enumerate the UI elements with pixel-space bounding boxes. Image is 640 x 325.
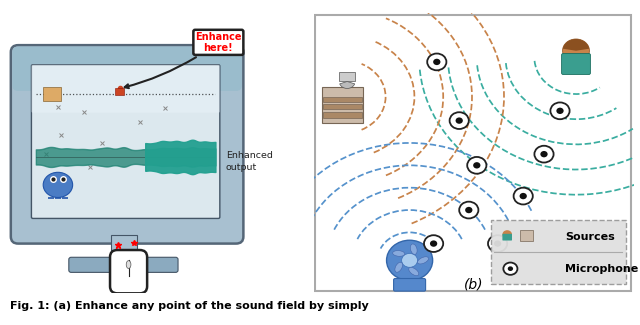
- Circle shape: [449, 112, 469, 129]
- Circle shape: [402, 254, 418, 267]
- Text: Sources: Sources: [565, 232, 615, 242]
- FancyBboxPatch shape: [502, 234, 512, 240]
- Circle shape: [534, 146, 554, 162]
- Bar: [520, 230, 532, 241]
- Circle shape: [465, 207, 472, 213]
- Ellipse shape: [417, 257, 429, 264]
- Circle shape: [520, 193, 527, 199]
- Ellipse shape: [395, 262, 403, 272]
- Text: Fig. 1: (a) Enhance any point of the sound field by simply: Fig. 1: (a) Enhance any point of the sou…: [10, 301, 369, 311]
- Bar: [339, 72, 355, 81]
- FancyBboxPatch shape: [492, 220, 626, 284]
- Circle shape: [488, 235, 508, 252]
- Bar: [323, 112, 362, 118]
- Circle shape: [467, 157, 486, 174]
- Bar: [323, 104, 362, 110]
- FancyBboxPatch shape: [44, 87, 61, 101]
- Circle shape: [540, 151, 548, 157]
- Text: Enhanced
output: Enhanced output: [226, 151, 273, 172]
- Bar: [322, 87, 364, 124]
- FancyBboxPatch shape: [12, 46, 242, 91]
- FancyBboxPatch shape: [31, 65, 220, 113]
- Circle shape: [433, 59, 440, 65]
- Text: Microphone: Microphone: [565, 264, 638, 274]
- FancyBboxPatch shape: [562, 54, 590, 74]
- Circle shape: [456, 117, 463, 124]
- Text: Enhance
here!: Enhance here!: [125, 32, 242, 88]
- FancyBboxPatch shape: [11, 45, 243, 244]
- Ellipse shape: [126, 261, 131, 268]
- Wedge shape: [563, 39, 589, 51]
- Circle shape: [556, 108, 564, 114]
- Circle shape: [428, 54, 447, 70]
- Circle shape: [504, 263, 518, 275]
- FancyBboxPatch shape: [31, 65, 220, 218]
- Text: (b): (b): [464, 277, 483, 291]
- Ellipse shape: [409, 267, 419, 276]
- Circle shape: [387, 240, 433, 280]
- Ellipse shape: [44, 172, 73, 198]
- Ellipse shape: [410, 244, 417, 254]
- FancyBboxPatch shape: [316, 15, 631, 291]
- Circle shape: [430, 240, 437, 247]
- Wedge shape: [340, 82, 355, 88]
- FancyBboxPatch shape: [69, 257, 178, 272]
- FancyBboxPatch shape: [115, 88, 124, 95]
- Circle shape: [494, 240, 501, 247]
- Circle shape: [550, 102, 570, 119]
- Circle shape: [563, 39, 589, 62]
- Circle shape: [460, 202, 479, 218]
- FancyBboxPatch shape: [111, 235, 138, 260]
- Circle shape: [424, 235, 444, 252]
- Circle shape: [473, 162, 481, 169]
- FancyBboxPatch shape: [110, 250, 147, 293]
- Ellipse shape: [393, 251, 404, 256]
- Circle shape: [502, 230, 512, 239]
- Circle shape: [508, 266, 513, 271]
- Text: (a): (a): [120, 277, 140, 291]
- Circle shape: [514, 188, 533, 204]
- FancyBboxPatch shape: [394, 279, 426, 291]
- Bar: [323, 97, 362, 102]
